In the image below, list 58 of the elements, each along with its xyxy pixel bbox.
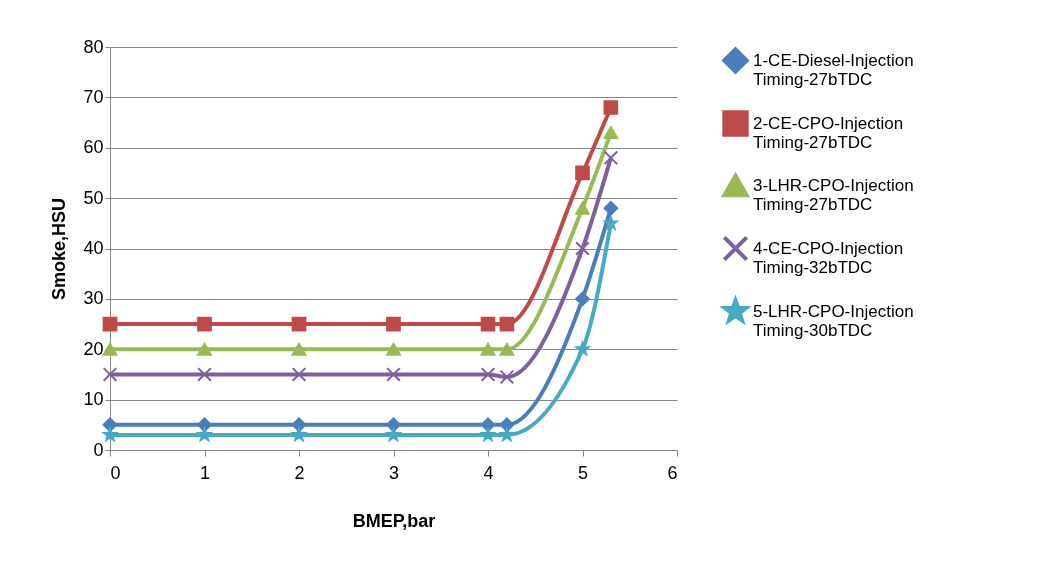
point [499,369,515,385]
point [291,367,307,382]
point [386,427,401,442]
point [575,201,590,215]
point [603,150,619,166]
point [197,342,212,356]
point [603,126,619,140]
point [291,316,307,332]
y-tick-label: 20 [83,338,104,359]
legend-label: 4-CE-CPO-Injection Timing-32bTDC [753,238,904,277]
point [291,427,307,442]
y-tick-label: 60 [83,137,104,158]
point [386,316,401,332]
y-tick-label: 50 [83,187,104,208]
point [499,417,515,433]
y-tick-label: 80 [83,36,104,57]
point [499,316,515,332]
x-tick-label: 3 [388,462,400,483]
point [575,165,590,181]
point [499,342,515,356]
point [386,367,401,382]
point [102,316,118,332]
point [480,427,496,442]
point [197,367,212,382]
x-tick-label: 1 [199,462,211,483]
point [575,341,590,356]
x-tick-label: 4 [483,462,494,483]
x-tick-label: 5 [577,462,589,483]
point [102,367,118,382]
legend-label: 2-CE-CPO-Injection Timing-27bTDC [753,113,904,152]
y-tick-label: 0 [93,439,104,460]
y-tick-label: 10 [83,389,104,410]
legend-label: 3-LHR-CPO-Injection Timing-27bTDC [753,175,914,214]
point [480,367,496,382]
point [575,291,590,307]
point [603,100,619,115]
point [197,316,212,332]
y-tick-label: 70 [83,86,104,107]
point [603,215,618,230]
point [102,427,118,442]
point [386,342,401,356]
point [603,200,619,216]
point [291,342,307,356]
point [480,316,496,332]
y-tick-label: 40 [83,238,104,258]
x-tick-label: 2 [294,462,305,483]
point [102,342,118,356]
x-tick-label: 6 [667,462,678,483]
legend-label: 1-CE-Diesel-Injection Timing-27bTDC [753,50,914,89]
point [480,342,496,356]
point [575,241,590,256]
x-tick-label: 0 [110,462,121,483]
y-axis-title: Smoke,HSU [49,197,70,301]
y-tick-label: 30 [83,288,104,309]
x-axis-title: BMEP,bar [352,510,436,531]
point [197,427,212,442]
legend-label: 5-LHR-CPO-Injection Timing-30bTDC [753,301,914,340]
point [499,427,514,442]
